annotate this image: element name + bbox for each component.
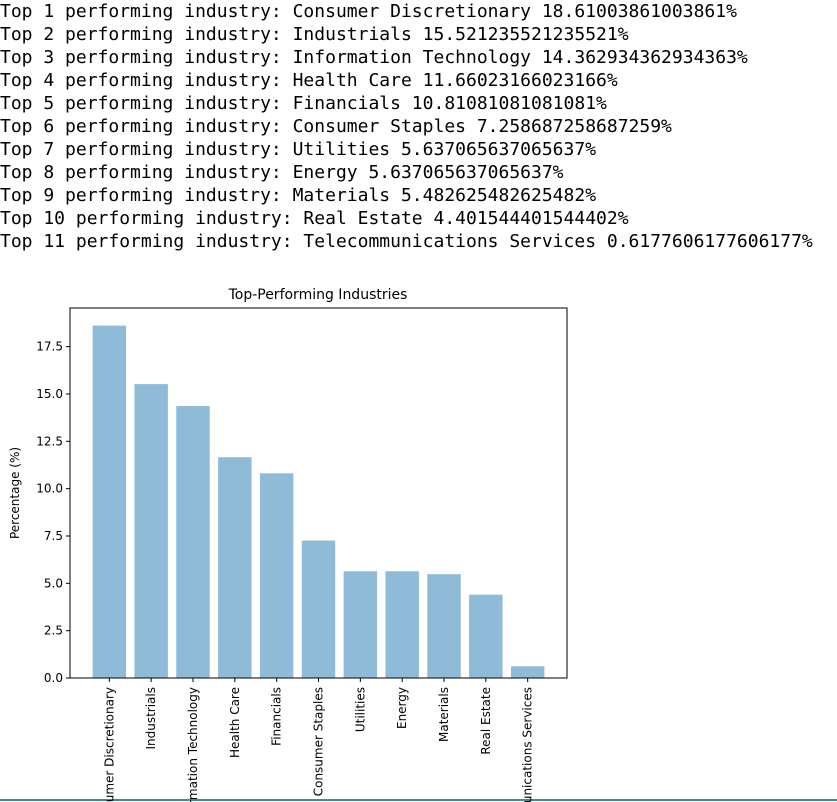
y-tick-label: 15.0	[36, 387, 63, 401]
output-line: Top 8 performing industry: Energy 5.6370…	[0, 162, 564, 183]
output-line: Top 3 performing industry: Information T…	[0, 47, 748, 68]
y-tick-label: 10.0	[36, 482, 63, 496]
x-tick-label: Industrials	[144, 687, 158, 750]
y-axis-label: Percentage (%)	[8, 447, 22, 539]
x-tick-label: Consumer Staples	[312, 687, 326, 796]
output-line: Top 10 performing industry: Real Estate …	[0, 208, 629, 229]
x-tick-label: Real Estate	[479, 687, 493, 755]
bar	[92, 325, 127, 678]
output-line: Top 7 performing industry: Utilities 5.6…	[0, 139, 597, 160]
output-line: Top 5 performing industry: Financials 10…	[0, 93, 607, 114]
chart-title: Top-Performing Industries	[228, 287, 408, 303]
bar	[259, 473, 294, 678]
y-tick-label: 17.5	[36, 340, 63, 354]
y-tick-label: 0.0	[44, 671, 63, 685]
bar	[510, 666, 545, 678]
bar	[343, 571, 378, 678]
bar	[385, 571, 419, 678]
bar	[218, 457, 252, 678]
bar	[469, 594, 503, 678]
y-tick-label: 7.5	[44, 529, 63, 543]
plot-frame	[69, 307, 568, 679]
output-line: Top 4 performing industry: Health Care 1…	[0, 70, 618, 91]
y-tick-label: 2.5	[44, 624, 63, 638]
bar	[176, 406, 210, 678]
x-tick-label: Materials	[437, 687, 451, 742]
x-tick-label: Consumer Discretionary	[102, 687, 116, 802]
output-line: Top 9 performing industry: Materials 5.4…	[0, 185, 597, 206]
output-line: Top 1 performing industry: Consumer Disc…	[0, 1, 737, 22]
output-line: Top 6 performing industry: Consumer Stap…	[0, 116, 672, 137]
y-tick-label: 12.5	[36, 434, 63, 448]
bar	[134, 384, 168, 678]
x-tick-label: Telecommunications Services	[521, 687, 535, 802]
bar	[427, 574, 461, 678]
bar	[301, 540, 336, 678]
y-tick-label: 5.0	[44, 576, 63, 590]
x-tick-label: Financials	[270, 687, 284, 746]
x-tick-label: Energy	[395, 687, 409, 729]
output-line: Top 2 performing industry: Industrials 1…	[0, 24, 629, 45]
x-tick-label: Utilities	[353, 687, 367, 732]
output-line: Top 11 performing industry: Telecommunic…	[0, 231, 813, 252]
x-tick-label: Information Technology	[186, 687, 200, 802]
x-tick-label: Health Care	[228, 687, 242, 758]
text-output: Top 1 performing industry: Consumer Disc…	[0, 0, 813, 253]
